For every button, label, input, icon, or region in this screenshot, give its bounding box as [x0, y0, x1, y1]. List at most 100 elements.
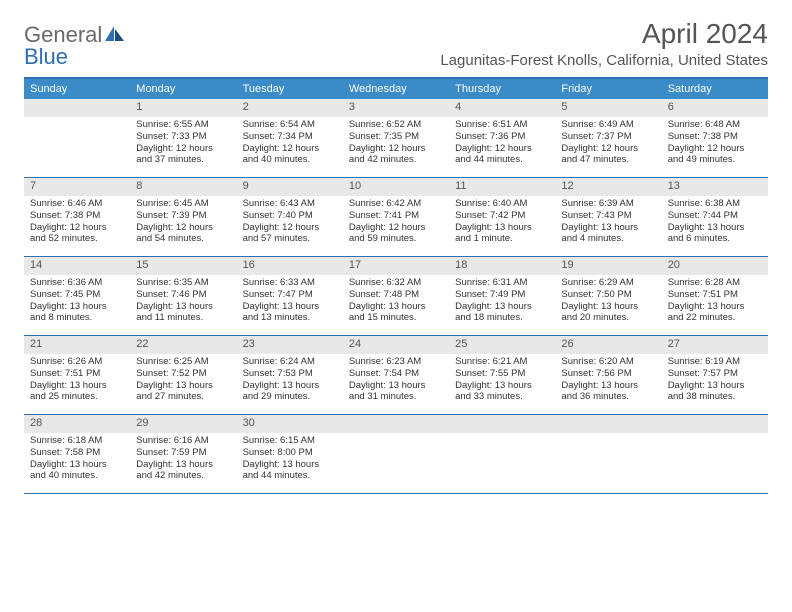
day-cell: [343, 415, 449, 493]
day-number: 8: [130, 178, 236, 196]
day-number: 21: [24, 336, 130, 354]
day-number: 20: [662, 257, 768, 275]
day-body: Sunrise: 6:15 AMSunset: 8:00 PMDaylight:…: [237, 433, 343, 489]
sunrise-text: Sunrise: 6:26 AM: [30, 356, 124, 368]
sunset-text: Sunset: 7:42 PM: [455, 210, 549, 222]
sunrise-text: Sunrise: 6:33 AM: [243, 277, 337, 289]
day-cell: 28Sunrise: 6:18 AMSunset: 7:58 PMDayligh…: [24, 415, 130, 493]
day-cell: [449, 415, 555, 493]
sunrise-text: Sunrise: 6:18 AM: [30, 435, 124, 447]
day-number: 6: [662, 99, 768, 117]
day-number: 19: [555, 257, 661, 275]
daylight-text: Daylight: 12 hours: [243, 222, 337, 234]
daylight-text: and 38 minutes.: [668, 391, 762, 403]
sunset-text: Sunset: 7:38 PM: [668, 131, 762, 143]
day-cell: 17Sunrise: 6:32 AMSunset: 7:48 PMDayligh…: [343, 257, 449, 335]
sunrise-text: Sunrise: 6:43 AM: [243, 198, 337, 210]
sunrise-text: Sunrise: 6:55 AM: [136, 119, 230, 131]
day-body: Sunrise: 6:40 AMSunset: 7:42 PMDaylight:…: [449, 196, 555, 252]
sunset-text: Sunset: 7:54 PM: [349, 368, 443, 380]
day-cell: 21Sunrise: 6:26 AMSunset: 7:51 PMDayligh…: [24, 336, 130, 414]
day-number: 29: [130, 415, 236, 433]
day-cell: 27 Sunrise: 6:19 AMSunset: 7:57 PMDayligh…: [662, 336, 768, 414]
day-cell: 22Sunrise: 6:25 AMSunset: 7:52 PMDayligh…: [130, 336, 236, 414]
daylight-text: and 54 minutes.: [136, 233, 230, 245]
sunset-text: Sunset: 7:45 PM: [30, 289, 124, 301]
daylight-text: Daylight: 12 hours: [455, 143, 549, 155]
daylight-text: and 6 minutes.: [668, 233, 762, 245]
daylight-text: Daylight: 12 hours: [136, 222, 230, 234]
dow-header-cell: Thursday: [449, 79, 555, 99]
day-number: 9: [237, 178, 343, 196]
daylight-text: Daylight: 13 hours: [136, 301, 230, 313]
daylight-text: and 44 minutes.: [455, 154, 549, 166]
daylight-text: and 33 minutes.: [455, 391, 549, 403]
sunset-text: Sunset: 7:47 PM: [243, 289, 337, 301]
day-body: Sunrise: 6:42 AMSunset: 7:41 PMDaylight:…: [343, 196, 449, 252]
sunset-text: Sunset: 7:53 PM: [243, 368, 337, 380]
sunset-text: Sunset: 7:46 PM: [136, 289, 230, 301]
daylight-text: Daylight: 12 hours: [30, 222, 124, 234]
day-number: 26: [555, 336, 661, 354]
sunrise-text: Sunrise: 6:25 AM: [136, 356, 230, 368]
sunrise-text: Sunrise: 6:21 AM: [455, 356, 549, 368]
week-row: 7Sunrise: 6:46 AMSunset: 7:38 PMDaylight…: [24, 178, 768, 257]
day-cell: 13Sunrise: 6:38 AMSunset: 7:44 PMDayligh…: [662, 178, 768, 256]
sunrise-text: Sunrise: 6:49 AM: [561, 119, 655, 131]
dow-header-cell: Sunday: [24, 79, 130, 99]
daylight-text: Daylight: 13 hours: [561, 301, 655, 313]
location-text: Lagunitas-Forest Knolls, California, Uni…: [440, 52, 768, 69]
day-number: 27: [662, 336, 768, 354]
day-cell: 23Sunrise: 6:24 AMSunset: 7:53 PMDayligh…: [237, 336, 343, 414]
day-cell: 16Sunrise: 6:33 AMSunset: 7:47 PMDayligh…: [237, 257, 343, 335]
daylight-text: Daylight: 13 hours: [243, 459, 337, 471]
day-body: Sunrise: 6:49 AMSunset: 7:37 PMDaylight:…: [555, 117, 661, 173]
sunset-text: Sunset: 7:51 PM: [668, 289, 762, 301]
sunset-text: Sunset: 7:35 PM: [349, 131, 443, 143]
sunrise-text: Sunrise: 6:23 AM: [349, 356, 443, 368]
week-row: 21Sunrise: 6:26 AMSunset: 7:51 PMDayligh…: [24, 336, 768, 415]
daylight-text: and 49 minutes.: [668, 154, 762, 166]
day-number: 3: [343, 99, 449, 117]
day-body: Sunrise: 6:32 AMSunset: 7:48 PMDaylight:…: [343, 275, 449, 331]
dow-header-cell: Monday: [130, 79, 236, 99]
daylight-text: and 25 minutes.: [30, 391, 124, 403]
week-row: 14Sunrise: 6:36 AMSunset: 7:45 PMDayligh…: [24, 257, 768, 336]
day-number: 30: [237, 415, 343, 433]
day-body: Sunrise: 6:36 AMSunset: 7:45 PMDaylight:…: [24, 275, 130, 331]
day-cell: 14Sunrise: 6:36 AMSunset: 7:45 PMDayligh…: [24, 257, 130, 335]
daylight-text: Daylight: 12 hours: [561, 143, 655, 155]
daylight-text: and 15 minutes.: [349, 312, 443, 324]
day-cell: 10Sunrise: 6:42 AMSunset: 7:41 PMDayligh…: [343, 178, 449, 256]
dow-header-cell: Friday: [555, 79, 661, 99]
daylight-text: and 47 minutes.: [561, 154, 655, 166]
daylight-text: and 57 minutes.: [243, 233, 337, 245]
day-cell: 6Sunrise: 6:48 AMSunset: 7:38 PMDaylight…: [662, 99, 768, 177]
day-number: 2: [237, 99, 343, 117]
sunrise-text: Sunrise: 6:19 AM: [668, 356, 762, 368]
day-number: 4: [449, 99, 555, 117]
sunset-text: Sunset: 7:57 PM: [668, 368, 762, 380]
daylight-text: and 22 minutes.: [668, 312, 762, 324]
day-cell: 26Sunrise: 6:20 AMSunset: 7:56 PMDayligh…: [555, 336, 661, 414]
day-cell: 25Sunrise: 6:21 AMSunset: 7:55 PMDayligh…: [449, 336, 555, 414]
daylight-text: and 36 minutes.: [561, 391, 655, 403]
day-cell: 2Sunrise: 6:54 AMSunset: 7:34 PMDaylight…: [237, 99, 343, 177]
sunset-text: Sunset: 7:49 PM: [455, 289, 549, 301]
daylight-text: and 44 minutes.: [243, 470, 337, 482]
day-number: 1: [130, 99, 236, 117]
day-body: Sunrise: 6:24 AMSunset: 7:53 PMDaylight:…: [237, 354, 343, 410]
sunrise-text: Sunrise: 6:54 AM: [243, 119, 337, 131]
sunrise-text: Sunrise: 6:48 AM: [668, 119, 762, 131]
dow-header-cell: Wednesday: [343, 79, 449, 99]
daylight-text: and 37 minutes.: [136, 154, 230, 166]
sunset-text: Sunset: 7:50 PM: [561, 289, 655, 301]
daylight-text: Daylight: 13 hours: [561, 380, 655, 392]
day-number: [449, 415, 555, 433]
daylight-text: Daylight: 13 hours: [668, 380, 762, 392]
sunset-text: Sunset: 7:44 PM: [668, 210, 762, 222]
logo-text-blue: Blue: [24, 44, 68, 69]
day-body: Sunrise: 6:25 AMSunset: 7:52 PMDaylight:…: [130, 354, 236, 410]
sunrise-text: Sunrise: 6:51 AM: [455, 119, 549, 131]
day-number: 16: [237, 257, 343, 275]
